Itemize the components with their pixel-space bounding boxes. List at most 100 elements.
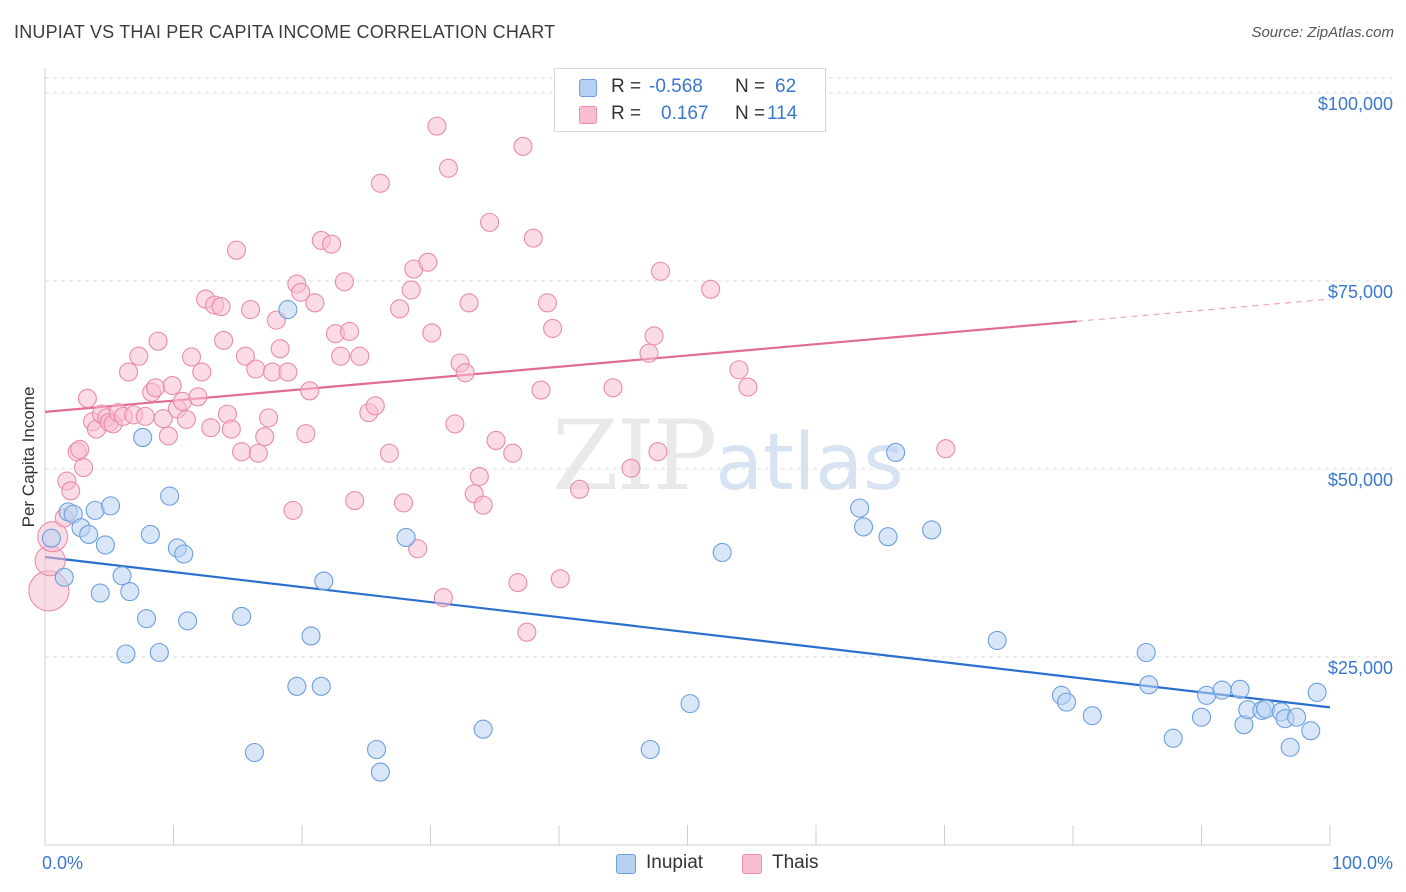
- correlation-legend: R = -0.568 N = 62 R = 0.167 N = 114: [554, 68, 826, 132]
- inupiat-point: [370, 762, 390, 782]
- inupiat-point: [680, 694, 700, 714]
- thai-trend-extension: [1076, 298, 1331, 322]
- thai-point: [438, 158, 459, 178]
- thai-point: [365, 396, 385, 416]
- inupiat-point: [136, 609, 157, 629]
- y-tick-label-2: $75,000: [1328, 282, 1393, 302]
- thai-point: [469, 466, 489, 487]
- thai-point: [181, 347, 202, 367]
- inupiat-point: [1280, 737, 1300, 757]
- inupiat-point: [878, 527, 898, 547]
- legend-r-label: R =: [611, 76, 642, 97]
- inupiat-point: [314, 571, 334, 591]
- thai-point: [445, 414, 465, 434]
- thai-point: [570, 479, 590, 499]
- thai-point: [135, 406, 155, 426]
- thai-point: [459, 293, 479, 313]
- inupiat-point: [79, 524, 99, 544]
- thai-point: [77, 388, 97, 408]
- inupiat-points: [41, 300, 1327, 782]
- legend-row-inupiat: R = -0.568 N = 62: [555, 73, 825, 101]
- inupiat-point: [366, 739, 387, 760]
- thai-point: [211, 297, 231, 317]
- inupiat-legend-label: Inupiat: [646, 852, 704, 873]
- thai-point: [255, 427, 275, 447]
- thai-point: [390, 299, 410, 319]
- thai-point: [523, 228, 543, 248]
- x-tick-label-min: 0.0%: [42, 853, 83, 873]
- inupiat-point: [120, 582, 140, 602]
- legend-n-label: N =: [735, 76, 766, 97]
- thai-point: [305, 293, 325, 313]
- inupiat-point: [987, 630, 1007, 651]
- inupiat-point: [712, 542, 732, 563]
- thai-point: [278, 362, 298, 382]
- thai-point: [379, 443, 399, 463]
- thai-point: [433, 588, 453, 608]
- y-tick-label-3: $100,000: [1318, 94, 1393, 114]
- thai-point: [241, 300, 261, 320]
- thai-point: [701, 279, 721, 299]
- inupiat-point: [1057, 692, 1077, 712]
- inupiat-point: [396, 527, 416, 547]
- inupiat-trend-line: [44, 555, 1331, 709]
- thai-swatch: [579, 106, 597, 124]
- inupiat-point: [133, 427, 153, 447]
- inupiat-point: [178, 611, 198, 631]
- thai-point: [330, 346, 351, 366]
- inupiat-point: [278, 300, 298, 320]
- y-tick-label-1: $50,000: [1328, 470, 1393, 490]
- thai-point: [550, 569, 570, 589]
- inupiat-point: [116, 644, 136, 664]
- thai-point: [370, 173, 390, 193]
- thai-point: [537, 293, 557, 313]
- thai-point: [621, 458, 641, 478]
- inupiat-point: [853, 517, 874, 537]
- legend-r-value-inupiat: -0.568: [649, 76, 703, 97]
- thai-legend-swatch: [742, 854, 762, 874]
- thai-point: [153, 409, 173, 429]
- inupiat-point: [1230, 679, 1250, 699]
- thai-point: [473, 495, 493, 515]
- axis-labels: $25,000 $50,000 $75,000 $100,000 0.0% 100.0% P…: [19, 94, 1393, 873]
- legend-row-thai: R = 0.167 N = 114: [555, 100, 825, 128]
- thai-point: [936, 439, 956, 459]
- legend-n-value-inupiat: 62: [775, 76, 797, 97]
- thai-point: [176, 409, 196, 429]
- inupiat-point: [54, 567, 74, 587]
- thai-point: [644, 326, 664, 346]
- legend-n-label: N =: [735, 103, 766, 124]
- inupiat-point: [100, 496, 121, 516]
- thai-point: [334, 272, 354, 292]
- axes: [44, 68, 1331, 846]
- inupiat-point: [311, 676, 331, 696]
- x-tick-label-max: 100.0%: [1332, 853, 1393, 873]
- inupiat-point: [1136, 642, 1156, 663]
- thai-point: [339, 321, 360, 341]
- inupiat-point: [41, 528, 61, 548]
- thai-point: [427, 116, 447, 136]
- thai-point: [192, 362, 212, 382]
- thai-point: [543, 318, 563, 338]
- legend-n-value-thai: 114: [767, 103, 798, 124]
- thai-point: [422, 323, 442, 343]
- thai-point: [148, 331, 168, 351]
- inupiat-point: [922, 520, 942, 540]
- inupiat-point: [112, 566, 132, 586]
- thai-point: [283, 500, 303, 520]
- trend-lines: [44, 298, 1331, 709]
- thai-point: [259, 408, 279, 428]
- inupiat-point: [1139, 675, 1159, 695]
- inupiat-point: [1082, 706, 1102, 726]
- thai-point: [188, 387, 208, 407]
- inupiat-point: [1307, 682, 1327, 702]
- thai-point: [517, 622, 537, 642]
- inupiat-point: [244, 742, 265, 763]
- thai-point: [145, 378, 166, 398]
- thai-point: [350, 346, 370, 366]
- thai-point: [455, 363, 475, 383]
- inupiat-point: [1191, 707, 1212, 727]
- thai-point: [401, 280, 421, 300]
- thai-point: [74, 457, 94, 478]
